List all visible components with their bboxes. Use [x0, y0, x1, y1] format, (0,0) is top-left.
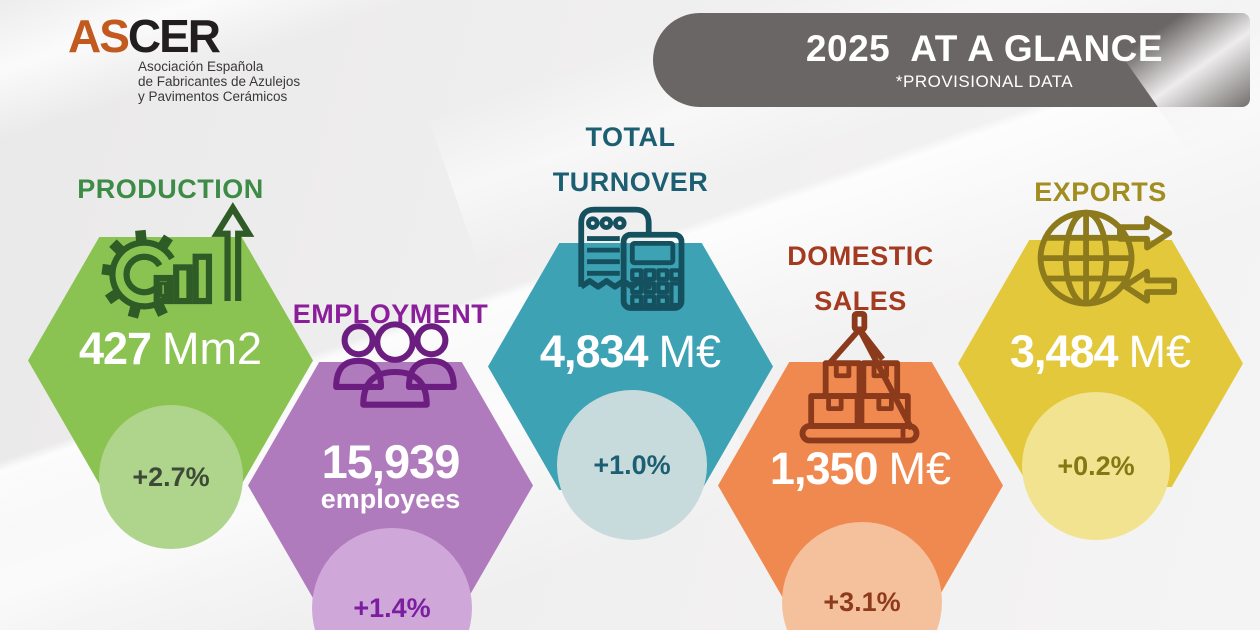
change-value: +3.1%	[823, 586, 901, 617]
header-title: 2025 AT A GLANCE	[805, 27, 1164, 69]
change-value: +1.0%	[593, 449, 671, 480]
change-bubble: +1.0%	[557, 390, 707, 540]
logo-subtitle-line: Asociación Española	[138, 59, 264, 74]
logo-subtitle-line: y Pavimentos Cerámicos	[138, 88, 288, 104]
globe-trade-icon	[1037, 209, 1178, 307]
header-pill: 2025 AT A GLANCE *PROVISIONAL DATA	[653, 13, 1250, 107]
header-title-text: AT A GLANCE	[910, 27, 1164, 69]
stat-value-number: 3,484	[1009, 326, 1119, 377]
change-value: +1.4%	[353, 592, 431, 623]
stat-value-number: 427	[78, 323, 152, 374]
change-value: +2.7%	[132, 461, 210, 492]
stat-value: 3,484 M€	[928, 326, 1260, 378]
stat-exports: EXPORTS 3,484 M€ +0.2%	[958, 177, 1243, 540]
stat-title-line: TURNOVER	[552, 167, 709, 197]
logo-subtitle-line: de Fabricantes de Azulejos	[138, 73, 301, 89]
ascer-logo: ASCER Asociación Española de Fabricantes…	[68, 12, 300, 104]
stat-title-line: TOTAL	[585, 122, 676, 152]
boxes-pallet-icon	[799, 311, 920, 444]
stat-value-unit: M€	[658, 326, 722, 377]
people-group-icon	[333, 321, 457, 408]
stat-value-unit: M€	[1128, 326, 1192, 377]
change-bubble: +0.2%	[1022, 392, 1170, 540]
stat-title: TOTAL TURNOVER	[448, 115, 813, 205]
header-year: 2025	[805, 27, 891, 69]
change-value: +0.2%	[1057, 450, 1135, 481]
header-subtitle: *PROVISIONAL DATA	[895, 71, 1074, 91]
stat-value-unit: M€	[888, 443, 952, 494]
logo-cer: CER	[127, 10, 221, 62]
logo-wordmark: ASCER	[68, 12, 300, 60]
stat-value-number: 4,834	[539, 326, 649, 377]
receipt-calculator-icon	[578, 206, 685, 311]
stat-value-number: 1,350	[769, 443, 879, 494]
logo-subtitle: Asociación Española de Fabricantes de Az…	[138, 59, 301, 104]
logo-as: AS	[68, 10, 130, 62]
